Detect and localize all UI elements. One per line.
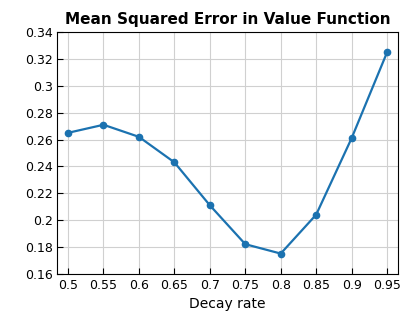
X-axis label: Decay rate: Decay rate [189, 297, 265, 311]
Title: Mean Squared Error in Value Function: Mean Squared Error in Value Function [65, 12, 389, 27]
